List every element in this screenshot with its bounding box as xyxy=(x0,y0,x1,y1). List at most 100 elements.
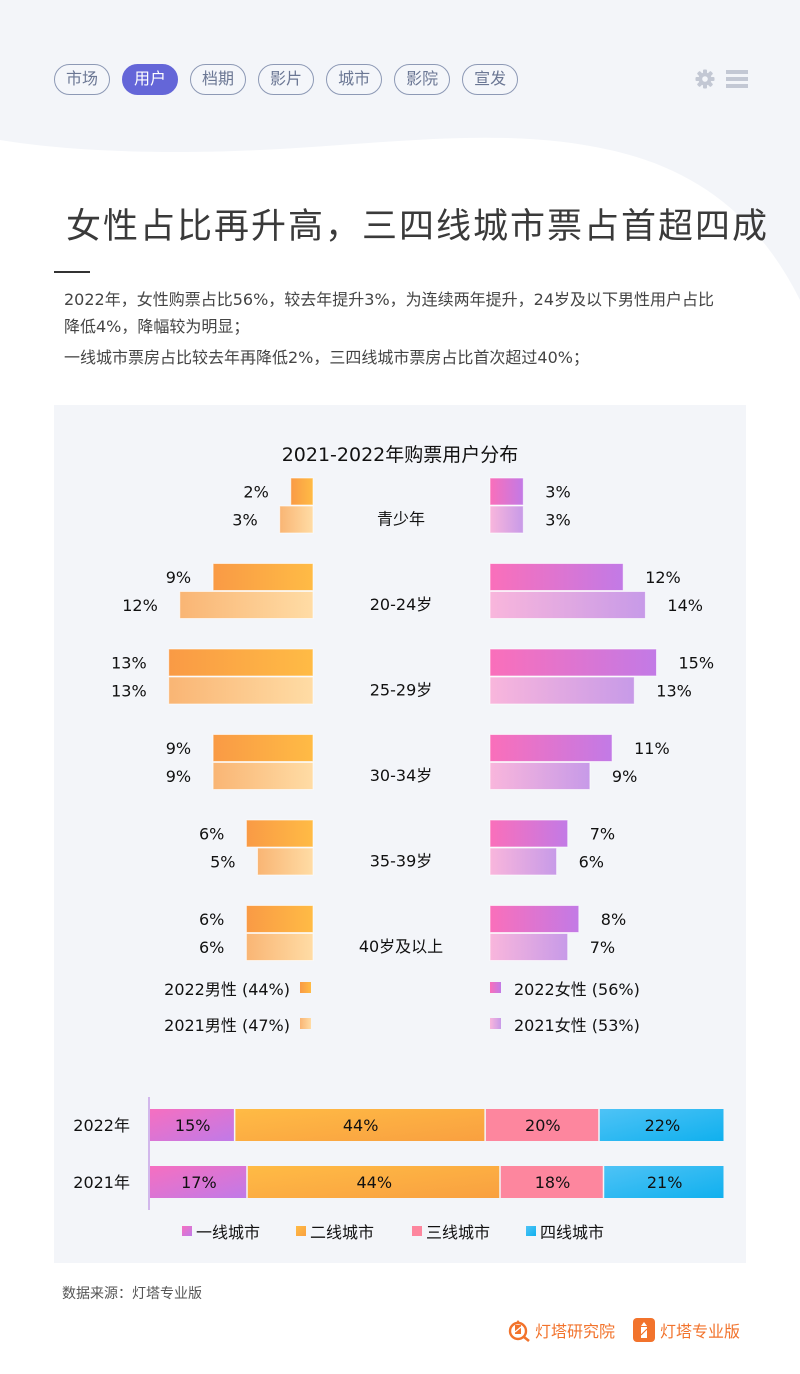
segment-tier-2 xyxy=(235,1109,485,1141)
segment-value-label: 17% xyxy=(181,1173,217,1192)
segment-value-label: 44% xyxy=(356,1173,392,1192)
bar-value-label: 9% xyxy=(612,767,637,786)
bar-male-2022 xyxy=(212,734,314,762)
tab-6[interactable]: 宣发 xyxy=(462,64,519,95)
row-label: 2021年 xyxy=(73,1173,130,1192)
bar-value-label: 9% xyxy=(166,739,191,758)
legend-swatch xyxy=(182,1226,192,1236)
data-source: 数据来源：灯塔专业版 xyxy=(62,1286,202,1302)
bar-female-2021 xyxy=(489,847,558,876)
city-tier-stacked-chart: 2022年 15% 44% 20% 22% 2021年 17% 44% 18% 21% xyxy=(73,1097,724,1210)
bar-male-2021 xyxy=(212,762,314,790)
bar-value-label: 8% xyxy=(601,910,626,929)
category-label: 40岁及以上 xyxy=(359,937,443,956)
bar-value-label: 6% xyxy=(199,910,224,929)
bar-value-label: 6% xyxy=(199,938,224,957)
chart-title: 2021-2022年购票用户分布 xyxy=(281,444,519,466)
headline-divider xyxy=(54,271,90,273)
bar-female-2022 xyxy=(489,648,657,677)
segment-tier-3 xyxy=(485,1109,599,1141)
bar-male-2022 xyxy=(245,819,314,848)
brand-pro-edition[interactable]: 灯塔专业版 xyxy=(633,1318,740,1342)
bar-value-label: 13% xyxy=(111,682,147,701)
bar-male-2021 xyxy=(279,505,314,534)
segment-tier-4 xyxy=(604,1166,724,1198)
segment-value-label: 21% xyxy=(647,1173,683,1192)
legend-label: 二线城市 xyxy=(310,1223,374,1242)
bar-value-label: 13% xyxy=(656,682,692,701)
segment-tier-1 xyxy=(150,1166,247,1198)
bar-male-2022 xyxy=(245,905,314,933)
legend-label: 四线城市 xyxy=(540,1223,604,1242)
tab-3[interactable]: 影片 xyxy=(258,64,315,95)
tab-1[interactable]: 用户 xyxy=(122,64,179,95)
bar-female-2022 xyxy=(489,477,524,506)
bar-value-label: 12% xyxy=(122,596,158,615)
bar-value-label: 7% xyxy=(590,938,615,957)
legend-label: 三线城市 xyxy=(426,1223,490,1242)
bar-value-label: 6% xyxy=(199,825,224,844)
legend-label: 2021男性 (47%) xyxy=(164,1016,290,1035)
bar-value-label: 3% xyxy=(232,511,257,530)
bar-female-2021 xyxy=(489,762,591,790)
category-label: 青少年 xyxy=(377,510,425,529)
legend-swatch xyxy=(300,982,311,993)
bar-male-2022 xyxy=(212,563,314,591)
bar-female-2022 xyxy=(489,819,569,848)
lighthouse-search-icon xyxy=(508,1320,530,1342)
bar-value-label: 3% xyxy=(545,483,570,502)
bar-value-label: 15% xyxy=(679,654,715,673)
top-nav-tabs: 市场 用户 档期 影片 城市 影院 宣发 xyxy=(54,64,519,95)
bar-male-2021 xyxy=(245,933,314,961)
brand-research-label: 灯塔研究院 xyxy=(535,1322,616,1341)
tab-2[interactable]: 档期 xyxy=(190,64,247,95)
legend-label: 2022女性 (56%) xyxy=(514,980,640,999)
segment-tier-4 xyxy=(599,1109,724,1141)
legend-label: 2021女性 (53%) xyxy=(514,1016,640,1035)
tab-0[interactable]: 市场 xyxy=(54,64,111,95)
hamburger-menu-icon[interactable] xyxy=(726,68,748,90)
bar-value-label: 9% xyxy=(166,568,191,587)
brand-pro-label: 灯塔专业版 xyxy=(660,1322,741,1341)
bar-male-2021 xyxy=(179,591,314,619)
segment-value-label: 44% xyxy=(343,1116,379,1135)
bar-value-label: 3% xyxy=(545,511,570,530)
page-headline: 女性占比再升高，三四线城市票占首超四成 xyxy=(66,207,770,247)
bar-female-2022 xyxy=(489,905,580,933)
bar-female-2021 xyxy=(489,676,635,705)
bar-value-label: 14% xyxy=(667,596,703,615)
summary-paragraph-2: 一线城市票房占比较去年再降低2%，三四线城市票房占比首次超过40%； xyxy=(64,348,589,367)
legend-label: 2022男性 (44%) xyxy=(164,980,290,999)
bar-female-2021 xyxy=(489,591,646,619)
bar-value-label: 11% xyxy=(634,739,670,758)
bar-female-2022 xyxy=(489,734,613,762)
segment-value-label: 15% xyxy=(175,1116,211,1135)
tab-4[interactable]: 城市 xyxy=(326,64,383,95)
segment-tier-2 xyxy=(247,1166,500,1198)
segment-tier-3 xyxy=(500,1166,603,1198)
city-tier-legend: 一线城市 二线城市 三线城市 四线城市 xyxy=(182,1223,604,1242)
bar-value-label: 7% xyxy=(590,825,615,844)
summary-paragraph-1: 2022年，女性购票占比56%，较去年提升3%，为连续两年提升，24岁及以下男性… xyxy=(64,290,715,336)
bar-value-label: 2% xyxy=(243,483,268,502)
brand-research-institute[interactable]: 灯塔研究院 xyxy=(508,1318,615,1342)
segment-value-label: 18% xyxy=(535,1173,571,1192)
category-label: 30-34岁 xyxy=(370,766,433,785)
legend-label: 一线城市 xyxy=(196,1223,260,1242)
gear-icon[interactable] xyxy=(694,68,716,90)
bar-male-2021 xyxy=(168,676,314,705)
bar-value-label: 13% xyxy=(111,654,147,673)
tab-5[interactable]: 影院 xyxy=(394,64,451,95)
legend-swatch xyxy=(300,1018,311,1029)
segment-value-label: 22% xyxy=(645,1116,681,1135)
butterfly-chart: 青少年 2% 3% 3% 3% 20-24岁 9% 12% 12% 14% 25-29岁 13% 13%… xyxy=(111,477,715,961)
row-label: 2022年 xyxy=(73,1116,130,1135)
summary-text: 2022年，女性购票占比56%，较去年提升3%，为连续两年提升，24岁及以下男性… xyxy=(64,286,724,375)
legend-swatch xyxy=(490,1018,501,1029)
bar-value-label: 9% xyxy=(166,767,191,786)
bar-female-2021 xyxy=(489,505,524,534)
legend-swatch xyxy=(296,1226,306,1236)
category-label: 35-39岁 xyxy=(370,852,433,871)
bar-male-2021 xyxy=(257,847,314,876)
